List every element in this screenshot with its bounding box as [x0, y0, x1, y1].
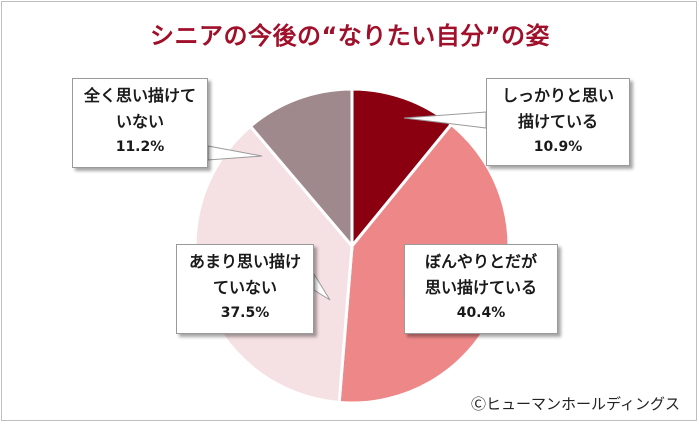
pie-slice-4	[248, 87, 354, 251]
callout-pointer-3	[313, 272, 331, 301]
callout-label-line2: いない	[115, 112, 164, 131]
callout-label-line1: しっかりと思い	[501, 86, 614, 105]
callout-label-line1: ぼんやりとだが	[424, 252, 537, 271]
chart-title: シニアの今後の“なりたい自分”の姿	[149, 22, 551, 50]
copyright-note: Ⓒヒューマンホールディングス	[471, 395, 680, 413]
callout-label-line2: ていない	[212, 278, 277, 297]
callout-slice-4: 全く思い描けて いない 11.2%	[72, 78, 208, 168]
callout-slice-1: しっかりと思い 描けている 10.9%	[486, 78, 630, 166]
callout-pointer-4	[207, 145, 263, 161]
callout-value: 11.2%	[115, 139, 165, 155]
callout-label-line1: あまり思い描け	[188, 252, 301, 271]
callout-slice-3: あまり思い描け ていない 37.5%	[176, 244, 314, 334]
callout-label-line2: 描けている	[517, 112, 598, 131]
callout-label-line2: 思い描けている	[424, 278, 537, 297]
callout-value: 40.4%	[456, 305, 506, 321]
callout-label-line1: 全く思い描けて	[83, 86, 196, 105]
callout-value: 37.5%	[220, 305, 270, 321]
callout-slice-2: ぼんやりとだが 思い描けている 40.4%	[404, 244, 558, 334]
callout-value: 10.9%	[533, 139, 583, 155]
